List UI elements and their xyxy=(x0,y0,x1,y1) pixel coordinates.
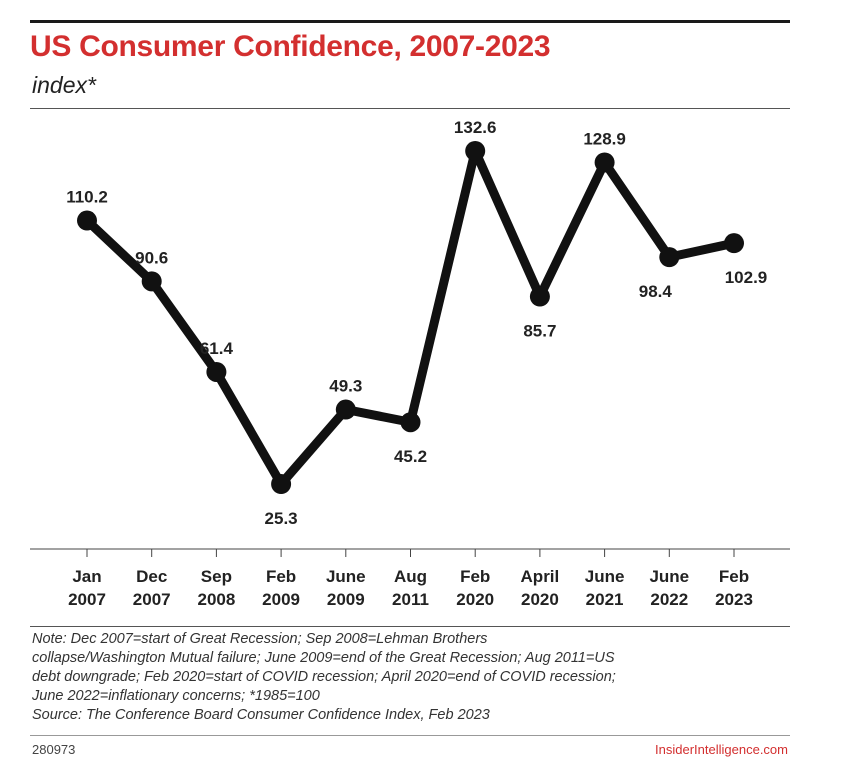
note-line: collapse/Washington Mutual failure; June… xyxy=(32,650,615,666)
chart-id: 280973 xyxy=(32,742,76,757)
category-label-month: June xyxy=(326,567,366,586)
notes-rule xyxy=(30,626,790,627)
category-label-year: 2007 xyxy=(133,590,171,609)
value-label: 25.3 xyxy=(265,509,298,528)
note-line: Note: Dec 2007=start of Great Recession;… xyxy=(32,631,488,647)
data-point xyxy=(659,247,680,268)
series-line xyxy=(82,146,739,489)
value-label: 98.4 xyxy=(639,282,673,301)
brand-logo-text: InsiderIntelligence.com xyxy=(655,742,788,757)
data-point xyxy=(529,286,550,307)
category-label-year: 2008 xyxy=(197,590,235,609)
category-label-month: Feb xyxy=(460,567,490,586)
note-line: June 2022=inflationary concerns; *1985=1… xyxy=(32,688,320,704)
data-point xyxy=(271,474,292,494)
data-point xyxy=(335,399,356,420)
data-point xyxy=(594,152,615,173)
category-label-month: April xyxy=(521,567,560,586)
chart-title: US Consumer Confidence, 2007-2023 xyxy=(30,30,551,63)
series-line-layer xyxy=(82,146,739,489)
value-labels: 110.2 90.6 61.4 25.3 49.3 45.2 132.6 85.7 128.9 9… xyxy=(66,118,767,528)
line-chart: 110.2 90.6 61.4 25.3 49.3 45.2 132.6 85.7 128.9 9… xyxy=(30,118,790,609)
category-label-month: Dec xyxy=(136,567,167,586)
data-point xyxy=(141,271,162,292)
subtitle-rule xyxy=(30,108,790,109)
category-label-year: 2011 xyxy=(392,590,429,609)
value-label: 45.2 xyxy=(394,447,427,466)
category-label-month: Feb xyxy=(266,567,296,586)
data-point xyxy=(206,361,227,382)
data-point xyxy=(400,412,421,433)
category-label-year: 2020 xyxy=(456,590,494,609)
x-axis xyxy=(30,548,790,557)
value-label: 61.4 xyxy=(200,339,234,358)
note-line: debt downgrade; Feb 2020=start of COVID … xyxy=(32,669,616,685)
category-label-month: Jan xyxy=(72,567,101,586)
category-label-year: 2022 xyxy=(650,590,688,609)
value-label: 110.2 xyxy=(66,188,108,207)
source-line: Source: The Conference Board Consumer Co… xyxy=(32,707,490,723)
value-label: 102.9 xyxy=(725,268,768,287)
value-label: 90.6 xyxy=(135,248,168,267)
category-label-month: Feb xyxy=(719,567,749,586)
category-label-month: June xyxy=(649,567,689,586)
value-label: 128.9 xyxy=(583,129,626,148)
notes-block: Note: Dec 2007=start of Great Recession;… xyxy=(32,630,792,725)
category-label-year: 2009 xyxy=(262,590,300,609)
category-label-month: Sep xyxy=(201,567,232,586)
bottom-rule xyxy=(30,735,790,736)
data-point xyxy=(724,233,744,254)
category-label-year: 2021 xyxy=(586,590,624,609)
data-point xyxy=(77,210,97,231)
category-label-year: 2009 xyxy=(327,590,365,609)
category-label-year: 2020 xyxy=(521,590,559,609)
category-labels: Jan 2007 Dec 2007 Sep 2008 Feb 2009 June 2009 Aug 2… xyxy=(68,567,753,609)
category-label-year: 2007 xyxy=(68,590,106,609)
top-rule xyxy=(30,20,790,23)
category-label-month: Aug xyxy=(394,567,427,586)
value-label: 85.7 xyxy=(523,322,556,341)
category-label-month: June xyxy=(585,567,625,586)
value-label: 49.3 xyxy=(329,377,362,396)
chart-subtitle: index* xyxy=(32,72,96,98)
category-label-year: 2023 xyxy=(715,590,753,609)
data-points xyxy=(77,141,744,494)
value-label: 132.6 xyxy=(454,118,497,137)
data-point xyxy=(465,141,486,161)
